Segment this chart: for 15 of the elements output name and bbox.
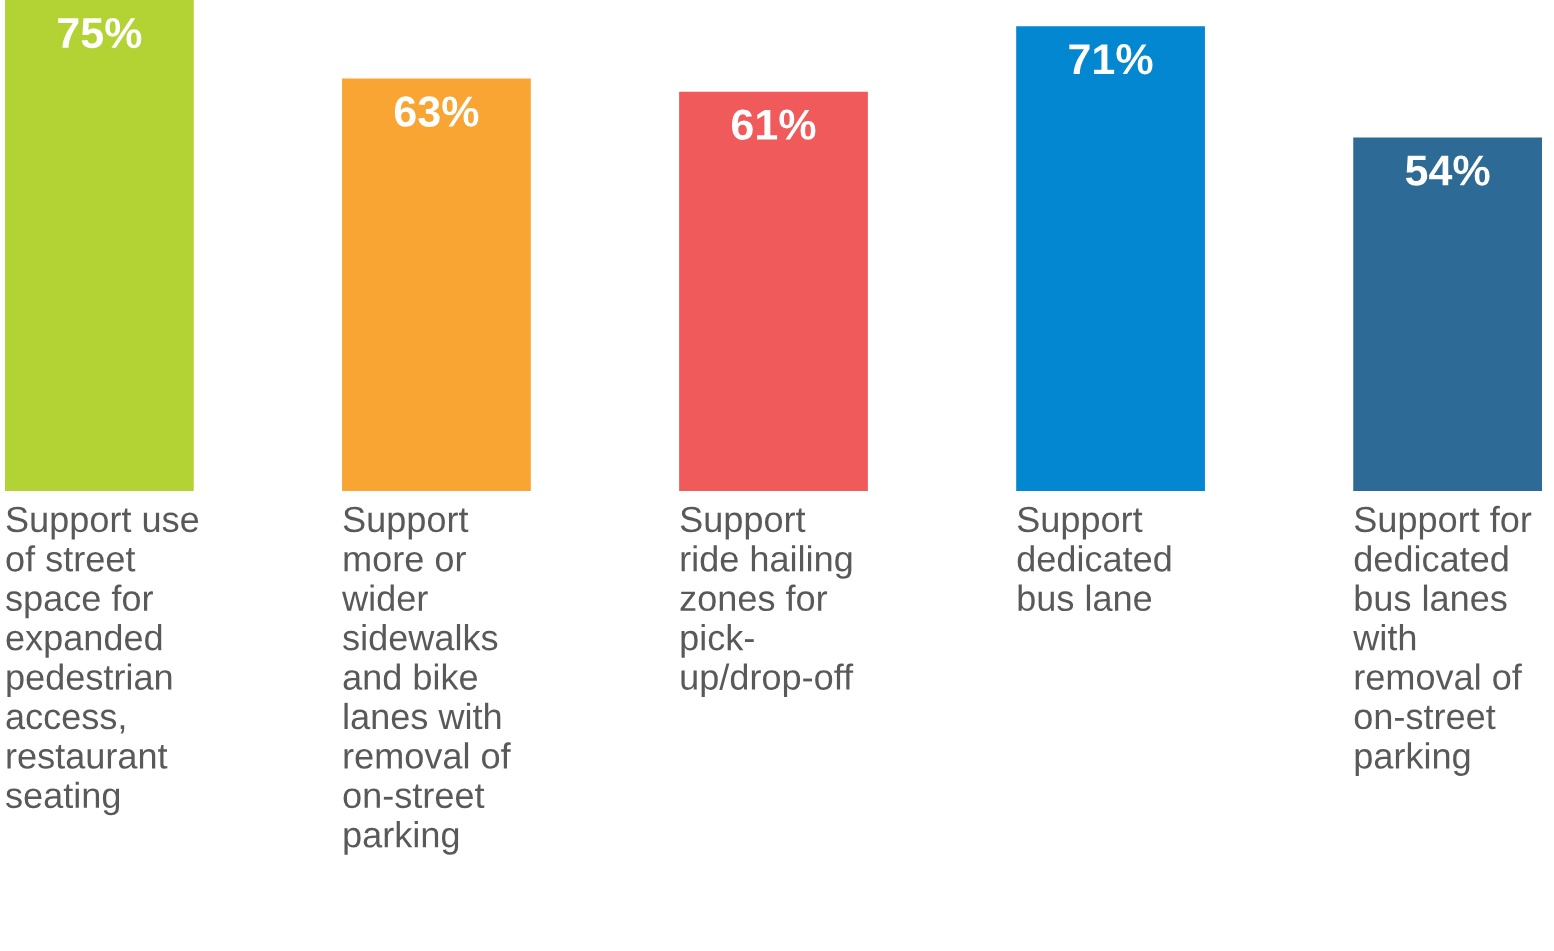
x-tick-label: Support ride hailing zones for pick- up/drop-off [680,506,854,698]
data-label: 63% [394,96,479,127]
x-tick-label: Support dedicated bus lane [1017,506,1171,612]
data-label: 61% [731,109,816,140]
bar [5,0,194,491]
data-label: 54% [1405,155,1490,186]
bar [342,78,531,491]
bar [679,91,868,491]
bar [1016,26,1205,491]
x-tick-label: Support for dedicated bus lanes with removal of on-street parking [1353,505,1532,776]
data-label: 71% [1069,44,1153,75]
data-label: 75% [58,17,142,49]
category-label: Support more or wider sidewalks and bike lanes with removal of on-street parking [342,506,511,855]
bar [1353,137,1542,491]
x-tick-label: Support use of street space for expanded pedestrian access, restaurant seating [6,506,199,816]
